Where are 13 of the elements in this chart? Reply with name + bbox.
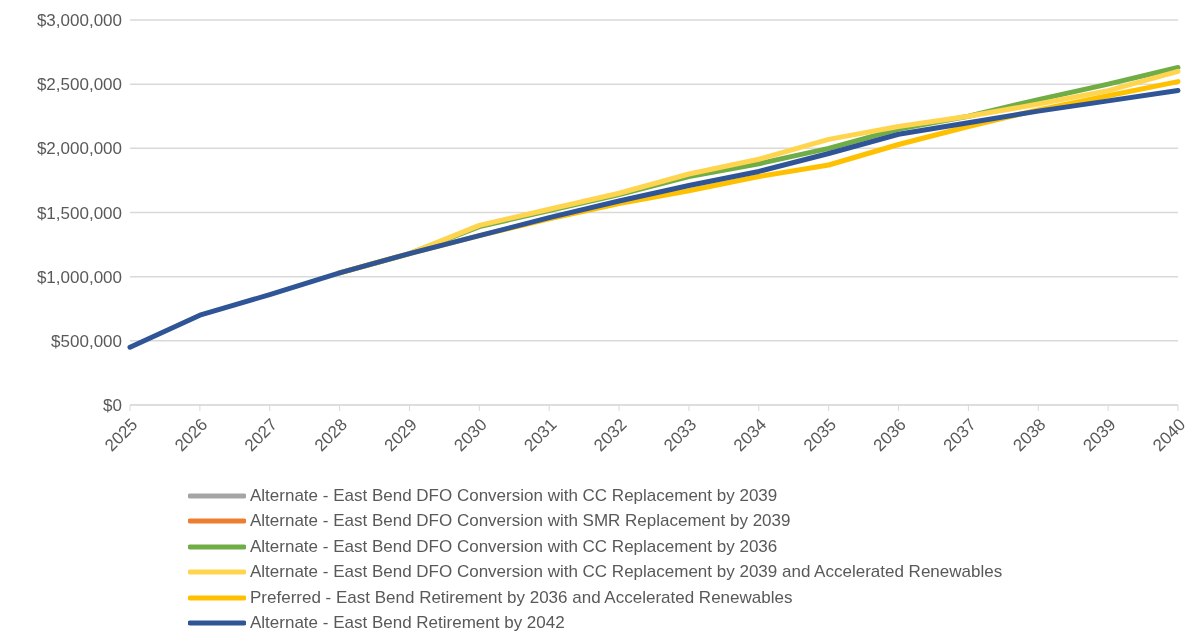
y-tick-label: $3,000,000 [36,11,122,31]
legend-label: Alternate - East Bend Retirement by 2042 [250,613,565,634]
y-tick-label: $2,500,000 [36,75,122,95]
legend-label: Alternate - East Bend DFO Conversion with CC Replacement by 2039 and Accelerated Renewables [250,562,1003,583]
legend-label: Alternate - East Bend DFO Conversion with CC Replacement by 2036 [250,536,778,557]
legend-label: Preferred - East Bend Retirement by 2036 and Accelerated Renewables [250,587,793,608]
y-tick-label: $0 [103,396,122,416]
y-tick-label: $1,000,000 [36,267,122,287]
legend-label: Alternate - East Bend DFO Conversion with SMR Replacement by 2039 [250,511,791,532]
y-tick-label: $500,000 [51,331,122,351]
y-tick-label: $1,500,000 [36,203,122,223]
y-tick-label: $2,000,000 [36,139,122,159]
legend-label: Alternate - East Bend DFO Conversion with CC Replacement by 2039 [250,485,778,506]
